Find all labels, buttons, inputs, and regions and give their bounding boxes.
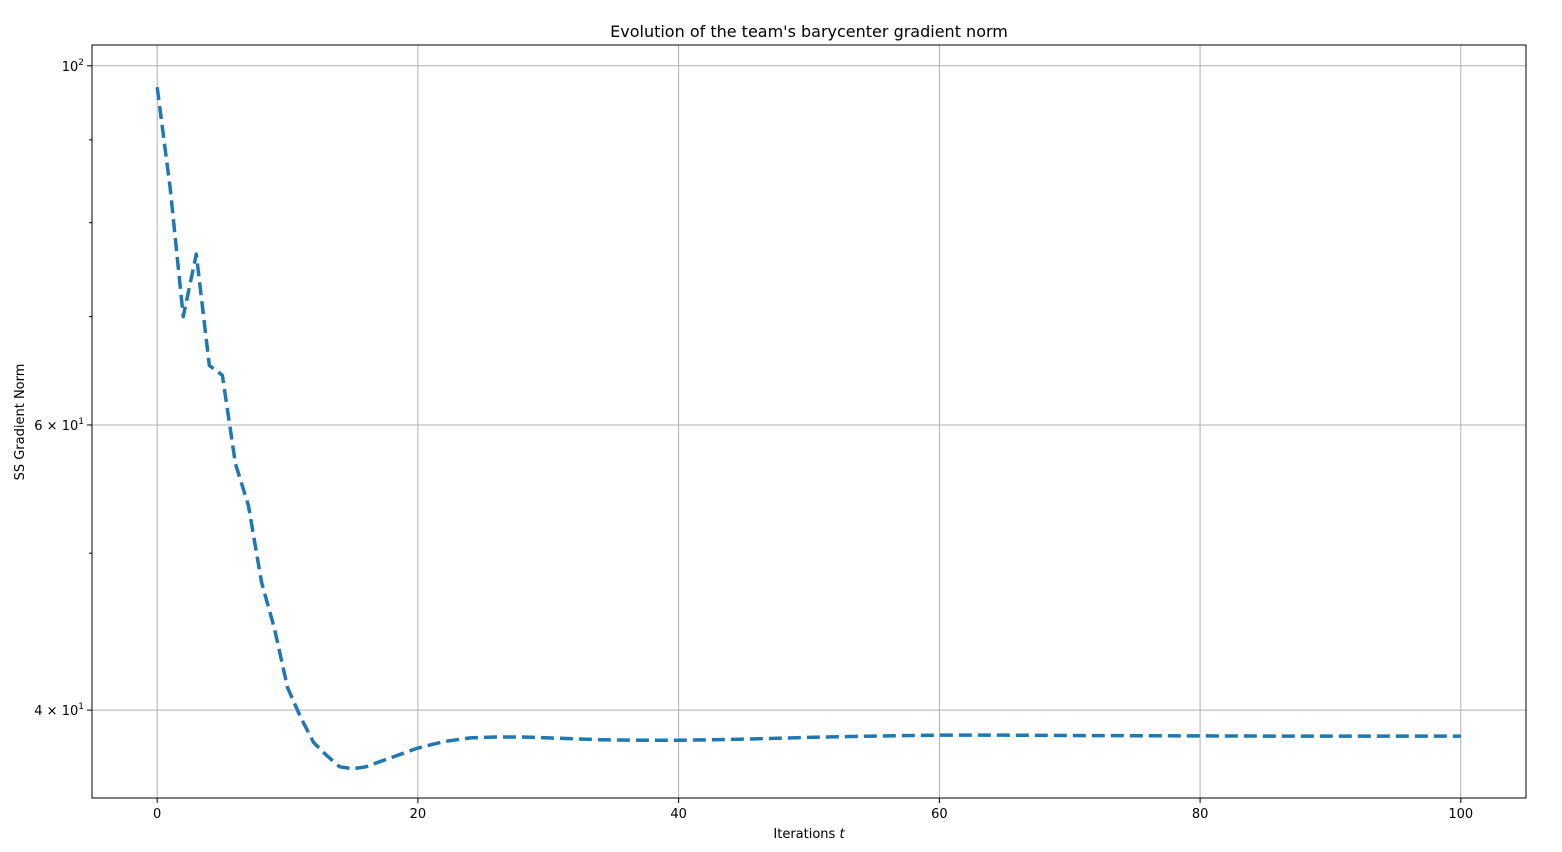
x-axis-label-symbol: t — [839, 827, 845, 842]
x-axis-label-text: Iterations — [773, 827, 835, 842]
series-line — [155, 86, 1461, 771]
x-axis-ticks: 0 20 40 60 80 100 — [153, 798, 1473, 822]
y-tick-label: 6 × 101 — [34, 417, 84, 434]
x-tick-label: 40 — [670, 807, 687, 822]
series-layer — [155, 86, 1461, 771]
y-axis-label: SS Gradient Norm — [13, 364, 28, 481]
y-tick-label: 4 × 101 — [34, 702, 84, 719]
grid-lines — [92, 45, 1526, 798]
plot-area-frame — [91, 44, 1527, 799]
x-tick-label: 20 — [410, 807, 427, 822]
chart-title: Evolution of the team's barycenter gradi… — [610, 22, 1008, 41]
x-tick-label: 0 — [153, 807, 161, 822]
y-tick-label: 102 — [62, 58, 84, 75]
x-tick-label: 100 — [1448, 807, 1473, 822]
x-axis-label: Iterations t — [773, 827, 845, 842]
y-axis-ticks: 102 6 × 101 4 × 101 — [34, 58, 92, 719]
x-tick-label: 60 — [931, 807, 948, 822]
x-tick-label: 80 — [1192, 807, 1209, 822]
